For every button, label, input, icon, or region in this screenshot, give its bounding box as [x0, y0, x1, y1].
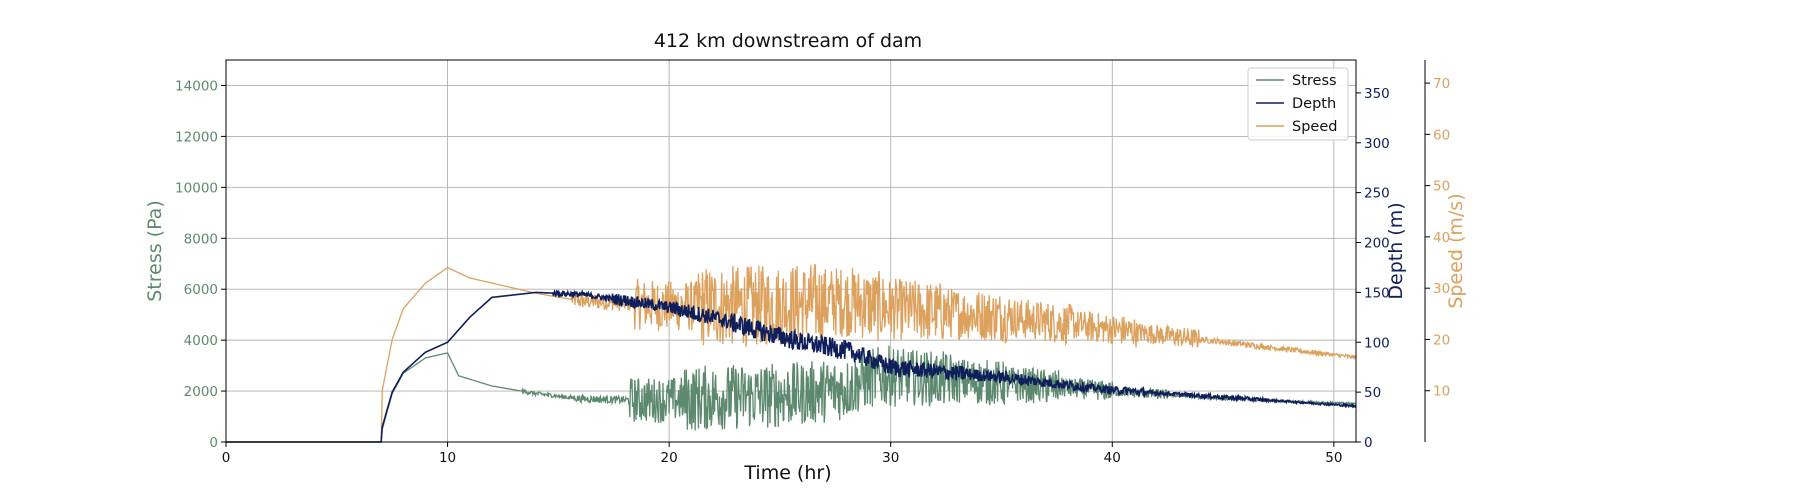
y-tick-label-depth: 250: [1364, 186, 1390, 202]
x-tick-label: 10: [439, 450, 456, 466]
x-tick-label: 50: [1325, 450, 1342, 466]
y-tick-label-speed: 20: [1433, 332, 1450, 348]
series-line-depth: [226, 288, 1357, 443]
y-tick-label-speed: 10: [1433, 384, 1450, 400]
y-tick-label-speed: 30: [1433, 281, 1450, 297]
y-axis-title-depth: Depth (m): [1385, 202, 1407, 299]
legend-label-stress: Stress: [1292, 73, 1337, 89]
y-tick-label-speed: 70: [1433, 76, 1450, 92]
plot-area: [226, 264, 1357, 443]
x-tick-label: 40: [1104, 450, 1121, 466]
y-tick-label-speed: 50: [1433, 179, 1450, 195]
y-tick-label-stress: 2000: [184, 384, 218, 400]
series-line-speed: [226, 264, 1357, 443]
legend-label-speed: Speed: [1292, 119, 1337, 135]
y-tick-label-stress: 0: [209, 435, 218, 451]
y-tick-label-stress: 8000: [184, 231, 218, 247]
axis-ticks: 0 10 20 30 40 5002000400060008000100001200014…: [175, 76, 1450, 466]
x-tick-label: 0: [222, 450, 231, 466]
y-tick-label-stress: 14000: [175, 78, 218, 94]
plot-frame: [225, 59, 1426, 443]
legend-label-depth: Depth: [1292, 96, 1336, 112]
y-tick-label-depth: 200: [1364, 236, 1390, 252]
y-tick-label-stress: 10000: [175, 180, 218, 196]
x-tick-label: 30: [882, 450, 899, 466]
legend: Stress Depth Speed: [1247, 67, 1349, 141]
y-tick-label-stress: 12000: [175, 129, 218, 145]
y-tick-label-depth: 100: [1364, 335, 1390, 351]
y-tick-label-speed: 40: [1433, 230, 1450, 246]
y-tick-label-depth: 350: [1364, 86, 1390, 102]
y-tick-label-depth: 300: [1364, 136, 1390, 152]
y-tick-label-speed: 60: [1433, 127, 1450, 143]
y-tick-label-depth: 0: [1364, 435, 1373, 451]
legend-box: [1247, 67, 1349, 141]
y-tick-label-stress: 6000: [184, 282, 218, 298]
y-axis-title-stress: Stress (Pa): [144, 200, 166, 302]
y-tick-label-stress: 4000: [184, 333, 218, 349]
chart-title: 412 km downstream of dam: [654, 30, 922, 52]
x-tick-label: 20: [661, 450, 678, 466]
y-axis-title-speed: Speed (m/s): [1445, 193, 1467, 308]
y-tick-label-depth: 50: [1364, 385, 1381, 401]
x-axis-title: Time (hr): [743, 462, 831, 484]
y-tick-label-depth: 150: [1364, 285, 1390, 301]
axes-frame: [225, 59, 1357, 443]
